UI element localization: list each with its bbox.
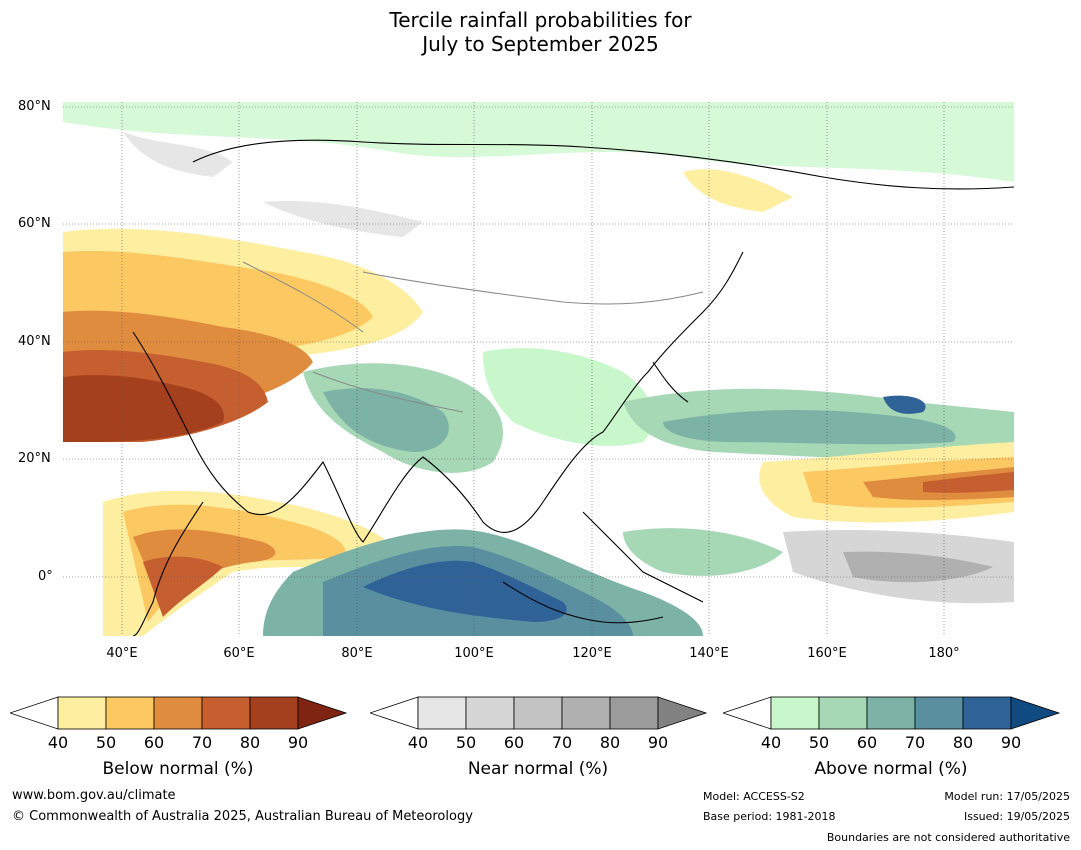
cbar-tick: 60 bbox=[143, 733, 165, 752]
below-normal-caption: Below normal (%) bbox=[102, 759, 254, 779]
cbar-tick: 90 bbox=[1000, 733, 1022, 752]
above-normal-colorbar bbox=[723, 696, 1061, 730]
cbar-tick: 40 bbox=[47, 733, 69, 752]
near-normal-swatches bbox=[417, 696, 708, 730]
issued-text: Issued: 19/05/2025 bbox=[963, 810, 1070, 823]
below-normal-swatches bbox=[57, 696, 348, 730]
colorbar-swatch bbox=[201, 696, 251, 730]
rainfall-map bbox=[63, 102, 1015, 637]
colorbar-swatch bbox=[105, 696, 155, 730]
lat-label-80n: 80°N bbox=[18, 99, 51, 114]
below-normal-colorbar bbox=[10, 696, 348, 730]
website-link[interactable]: www.bom.gov.au/climate bbox=[12, 788, 176, 803]
colorbar-swatch bbox=[561, 696, 611, 730]
colorbar-swatch bbox=[513, 696, 563, 730]
lon-label-40e: 40°E bbox=[106, 646, 138, 661]
map-canvas bbox=[63, 102, 1015, 637]
cbar-tick: 50 bbox=[455, 733, 477, 752]
lon-label-180: 180° bbox=[928, 646, 960, 661]
cbar-tick: 80 bbox=[952, 733, 974, 752]
lat-label-20n: 20°N bbox=[18, 451, 51, 466]
colorbar-swatch bbox=[818, 696, 868, 730]
colorbar-swatch bbox=[57, 696, 107, 730]
lon-label-120e: 120°E bbox=[572, 646, 612, 661]
colorbar-swatch bbox=[417, 696, 467, 730]
lon-label-140e: 140°E bbox=[689, 646, 729, 661]
colorbar-swatch bbox=[914, 696, 964, 730]
map-title: Tercile rainfall probabilities for July … bbox=[0, 8, 1081, 56]
below-normal-open-end bbox=[10, 696, 59, 730]
cbar-tick: 60 bbox=[856, 733, 878, 752]
base-period-text: Base period: 1981-2018 bbox=[703, 810, 836, 823]
above-normal-caption: Above normal (%) bbox=[814, 759, 968, 779]
lon-label-80e: 80°E bbox=[341, 646, 373, 661]
lon-label-100e: 100°E bbox=[454, 646, 494, 661]
colorbar-swatch bbox=[1010, 696, 1061, 730]
cbar-tick: 40 bbox=[407, 733, 429, 752]
cbar-tick: 50 bbox=[808, 733, 830, 752]
cbar-tick: 90 bbox=[287, 733, 309, 752]
cbar-tick: 80 bbox=[239, 733, 261, 752]
near-normal-open-end bbox=[370, 696, 419, 730]
lon-label-160e: 160°E bbox=[807, 646, 847, 661]
cbar-tick: 70 bbox=[904, 733, 926, 752]
lon-label-60e: 60°E bbox=[223, 646, 255, 661]
cbar-tick: 50 bbox=[95, 733, 117, 752]
colorbar-swatch bbox=[249, 696, 299, 730]
colorbar-swatch bbox=[153, 696, 203, 730]
colorbar-swatch bbox=[297, 696, 348, 730]
colorbar-swatch bbox=[770, 696, 820, 730]
colorbar-swatch bbox=[609, 696, 659, 730]
boundaries-disclaimer: Boundaries are not considered authoritat… bbox=[826, 831, 1070, 844]
colorbar-swatch bbox=[657, 696, 708, 730]
colorbar-swatch bbox=[866, 696, 916, 730]
model-run-text: Model run: 17/05/2025 bbox=[944, 790, 1070, 803]
lat-label-0: 0° bbox=[38, 569, 53, 584]
title-line-2: July to September 2025 bbox=[422, 32, 659, 56]
colorbar-swatch bbox=[465, 696, 515, 730]
above-normal-open-end bbox=[723, 696, 772, 730]
model-text: Model: ACCESS-S2 bbox=[703, 790, 805, 803]
cbar-tick: 80 bbox=[599, 733, 621, 752]
cbar-tick: 60 bbox=[503, 733, 525, 752]
cbar-tick: 40 bbox=[760, 733, 782, 752]
lat-label-60n: 60°N bbox=[18, 216, 51, 231]
copyright-text: © Commonwealth of Australia 2025, Austra… bbox=[12, 809, 473, 824]
cbar-tick: 70 bbox=[191, 733, 213, 752]
near-normal-caption: Near normal (%) bbox=[467, 759, 609, 779]
cbar-tick: 90 bbox=[647, 733, 669, 752]
cbar-tick: 70 bbox=[551, 733, 573, 752]
lat-label-40n: 40°N bbox=[18, 334, 51, 349]
title-line-1: Tercile rainfall probabilities for bbox=[389, 8, 692, 32]
above-normal-swatches bbox=[770, 696, 1061, 730]
colorbar-swatch bbox=[962, 696, 1012, 730]
near-normal-colorbar bbox=[370, 696, 708, 730]
